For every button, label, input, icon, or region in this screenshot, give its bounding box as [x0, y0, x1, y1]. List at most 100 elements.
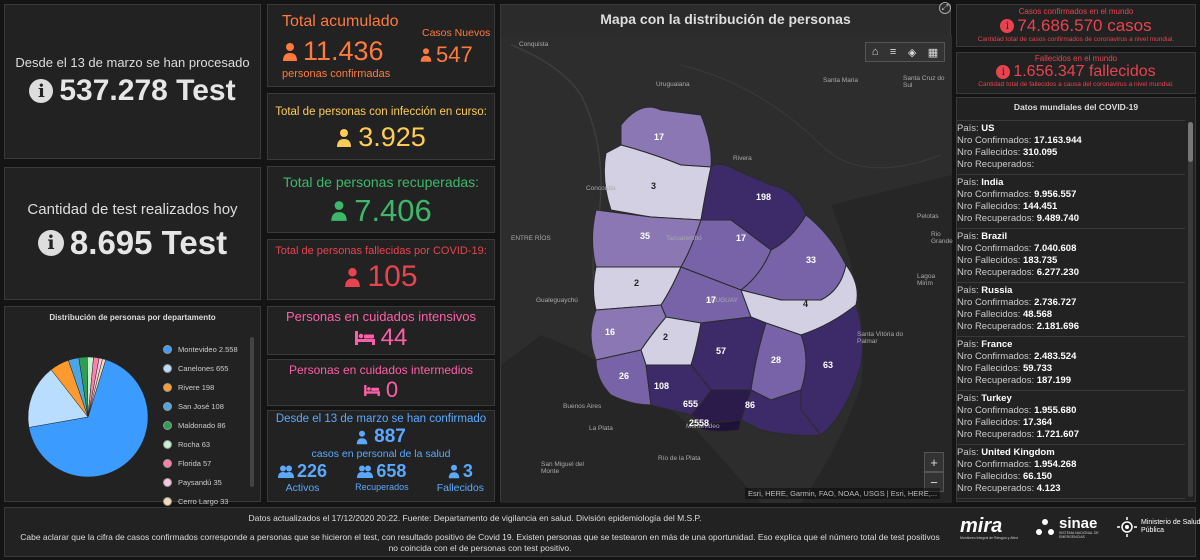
- world-country-field: Nro Recuperados: 4.123: [957, 483, 1061, 494]
- world-country-field: Nro Fallecidos: 183.735: [957, 255, 1058, 266]
- world-country-field: Nro Recuperados: 6.277.230: [957, 267, 1079, 278]
- zoom-in-button[interactable]: +: [924, 452, 944, 472]
- mundo-casos-note: Cantidad total de casos confirmados de c…: [977, 36, 1175, 43]
- map-place-label: Gualeguaychú: [536, 297, 578, 304]
- world-scrollbar-thumb[interactable]: [1188, 122, 1193, 162]
- map-department-value: 57: [716, 346, 727, 356]
- map-department-value: 28: [771, 355, 782, 365]
- map-place-label: Buenos Aires: [563, 403, 602, 410]
- pie-chart[interactable]: [23, 352, 153, 482]
- group-icon: [357, 465, 374, 478]
- map-department-value: 86: [745, 400, 756, 410]
- legend-label: Maldonado 86: [178, 421, 226, 430]
- group-icon: [278, 465, 294, 478]
- world-scrollbar[interactable]: [1188, 122, 1193, 497]
- world-country-field: Nro Confirmados: 2.736.727: [957, 297, 1077, 308]
- pie-legend-item[interactable]: Rocha 63: [163, 435, 251, 454]
- legend-label: Paysandú 35: [178, 478, 222, 487]
- pie-slice-canelones[interactable]: [27, 369, 89, 428]
- pie-legend: Montevideo 2.558 Canelones 655 Rivere 198 S…: [163, 340, 251, 511]
- personal-salud-row: 887: [268, 426, 494, 448]
- map-department-value: 17: [736, 233, 747, 243]
- pie-legend-item[interactable]: Montevideo 2.558: [163, 340, 251, 359]
- logo-msp: Ministerio de Salud Pública: [1117, 516, 1200, 538]
- map-department-value: 2: [634, 278, 640, 288]
- tests-today-panel: Cantidad de test realizados hoy i 8.695 …: [4, 167, 261, 300]
- departments: [590, 106, 864, 436]
- pie-legend-item[interactable]: Cerro Largo 33: [163, 492, 251, 511]
- pie-legend-item[interactable]: Florida 57: [163, 454, 251, 473]
- map-place-label: Uruguaiana: [656, 81, 690, 88]
- world-country-value: 6.277.230: [1036, 267, 1079, 278]
- legend-label: Rocha 63: [178, 440, 211, 449]
- tests-today-row: i 8.695 Test: [5, 224, 260, 262]
- pie-legend-item[interactable]: Paysandú 35: [163, 473, 251, 492]
- person-icon: [448, 464, 460, 479]
- total-acumulado-panel: Total acumulado 11.436 personas confirma…: [267, 4, 495, 87]
- person-icon: [345, 267, 361, 287]
- tests-total-value: 537.278 Test: [59, 74, 236, 107]
- pie-legend-item[interactable]: Maldonado 86: [163, 416, 251, 435]
- intermedios-value: 0: [385, 377, 399, 402]
- layers-icon[interactable]: ◈: [907, 46, 917, 59]
- person-icon: [337, 128, 352, 147]
- casos-nuevos-value: 547: [436, 42, 473, 67]
- map-department-value: 2: [663, 332, 669, 342]
- tests-total-panel: Desde el 13 de marzo se han procesado i …: [4, 4, 261, 159]
- map-place-label: Rio Grande: [931, 231, 953, 245]
- world-country-item: País: United Kingdom Nro Confirmados: 1.9…: [957, 444, 1185, 498]
- map-place-label: URUGUAY: [706, 297, 739, 304]
- world-country-value: 1.954.268: [1034, 459, 1077, 470]
- intensivos-title: Personas en cuidados intensivos: [285, 309, 477, 324]
- map-place-label: Santa Cruz do Sul: [903, 75, 945, 89]
- map-place-label: Tacuarembó: [666, 235, 702, 242]
- map-place-label: ENTRE RÍOS: [511, 235, 551, 242]
- fallecidas-panel: Total de personas fallecidas por COVID-1…: [267, 239, 495, 300]
- fallecidos-value: 3: [462, 461, 473, 481]
- personal-recuperados: 658 Recuperados: [355, 461, 409, 494]
- total-acumulado-subtitle: personas confirmadas: [282, 68, 391, 80]
- map-canvas[interactable]: [501, 5, 952, 503]
- home-icon[interactable]: ⌂: [871, 46, 879, 58]
- world-country-value: 310.095: [1023, 147, 1058, 158]
- world-country-field: Nro Recuperados: 2.181.696: [957, 321, 1079, 332]
- pie-legend-item[interactable]: Rivere 198: [163, 378, 251, 397]
- map-department-value: 2558: [689, 418, 710, 428]
- map-toolbar: ⌂ ≡ ◈ ▦: [865, 42, 945, 62]
- map-place-label: Concordia: [586, 185, 616, 192]
- world-country-field: País: France: [957, 339, 1013, 350]
- pie-slice-montevideo[interactable]: [28, 359, 149, 478]
- pie-legend-item[interactable]: San José 108: [163, 397, 251, 416]
- world-country-field: Nro Recuperados: 9.489.740: [957, 213, 1079, 224]
- legend-label: Cerro Largo 33: [178, 497, 229, 506]
- footer-panel: Datos actualizados el 17/12/2020 20:22. …: [4, 507, 1200, 557]
- world-country-field: País: US: [957, 123, 995, 134]
- personal-salud-breakdown: 226 Activos 658 Recuperados 3 Fallecidos: [268, 461, 494, 494]
- recuperados-value: 658: [376, 461, 407, 481]
- world-country-field: País: India: [957, 177, 1004, 188]
- list-icon[interactable]: ≡: [889, 46, 897, 58]
- map-title: Mapa con la distribución de personas: [600, 11, 851, 27]
- map-place-label: Montevideo: [686, 423, 720, 430]
- world-country-item: País: Russia Nro Confirmados: 2.736.727 Nr…: [957, 282, 1185, 336]
- en-curso-row: 3.925: [268, 122, 494, 153]
- world-country-value: 66.150: [1023, 471, 1053, 482]
- legend-dot: [163, 497, 172, 506]
- world-country-list[interactable]: País: US Nro Confirmados: 17.163.944 Nro F…: [957, 120, 1185, 501]
- world-country-field: Nro Fallecidos: 66.150: [957, 471, 1053, 482]
- qr-icon[interactable]: ▦: [927, 46, 939, 59]
- map-panel: Mapa con la distribución de personas ⤢: [500, 2, 953, 503]
- expand-icon[interactable]: ⤢: [939, 2, 951, 14]
- pie-legend-scrollbar[interactable]: [250, 337, 254, 487]
- intermedios-title: Personas en cuidados intermedios: [288, 363, 474, 377]
- pie-slice-cerro-largo[interactable]: [87, 358, 107, 418]
- footer-note: Cabe aclarar que la cifra de casos confi…: [20, 532, 940, 553]
- pie-legend-item[interactable]: Canelones 655: [163, 359, 251, 378]
- mundo-casos-row: i 74.686.570 casos: [957, 16, 1195, 36]
- world-country-field: Nro Fallecidos: 48.568: [957, 309, 1053, 320]
- zoom-out-button[interactable]: −: [924, 472, 944, 492]
- map-place-label: San Miguel del Monte: [541, 461, 584, 475]
- logo-mira: mira Monitoreo Integral de Riesgos y Afe…: [960, 516, 1018, 540]
- activos-label: Activos: [285, 482, 320, 494]
- legend-dot: [163, 478, 172, 487]
